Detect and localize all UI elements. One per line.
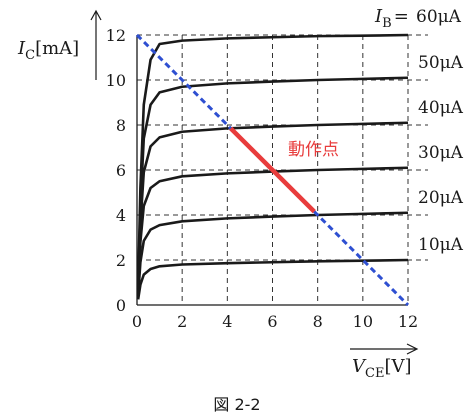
figure-caption: 図 2-2 bbox=[213, 395, 260, 414]
y-tick-label: 10 bbox=[106, 71, 126, 90]
ib-series-label: 20μA bbox=[418, 188, 464, 208]
y-tick-label: 0 bbox=[116, 296, 126, 315]
y-tick-label: 2 bbox=[116, 251, 126, 270]
ic-vce-curves bbox=[136, 33, 409, 300]
x-tick-label: 0 bbox=[132, 312, 142, 331]
ic-curve-5 bbox=[136, 76, 409, 290]
operating-point-label: 動作点 bbox=[288, 140, 339, 160]
x-tick-label: 4 bbox=[222, 312, 232, 331]
x-arrow-head bbox=[406, 343, 419, 355]
x-tick-label: 10 bbox=[353, 312, 373, 331]
ic-curve-6 bbox=[136, 33, 409, 288]
x-axis-label: VCE[V] bbox=[352, 356, 411, 381]
x-tick-label: 8 bbox=[313, 312, 323, 331]
ib-series-label: 40μA bbox=[418, 98, 464, 118]
y-tick-label: 6 bbox=[116, 161, 126, 180]
load-line-group bbox=[135, 33, 410, 307]
y-tick-label: 12 bbox=[106, 26, 126, 45]
x-tick-label: 2 bbox=[177, 312, 187, 331]
y-tick-label: 8 bbox=[116, 116, 126, 135]
operating-range-segment bbox=[229, 126, 316, 214]
x-tick-label: 6 bbox=[267, 312, 277, 331]
series-labels: 10μA 20μA 30μA 40μA 50μA 60μA bbox=[416, 7, 464, 255]
ib-series-label: 10μA bbox=[418, 235, 464, 255]
ic-curve-1 bbox=[136, 258, 409, 300]
y-axis-label: IC[mA] bbox=[17, 38, 79, 63]
ic-curve-3 bbox=[136, 166, 409, 294]
ib-series-label: 30μA bbox=[418, 143, 464, 163]
y-arrow-head bbox=[90, 9, 102, 21]
ib-series-label: 50μA bbox=[418, 53, 464, 73]
y-tick-label: 4 bbox=[116, 206, 126, 225]
tick-labels: 0 2 4 6 8 10 12 0 2 4 6 8 10 12 bbox=[106, 26, 419, 331]
ib-series-label: 60μA bbox=[416, 7, 462, 27]
axes bbox=[90, 9, 419, 355]
ic-curve-4 bbox=[136, 121, 409, 292]
x-tick-label: 12 bbox=[398, 312, 418, 331]
ic-curve-2 bbox=[136, 211, 409, 297]
ib-label: IB = bbox=[374, 6, 409, 31]
